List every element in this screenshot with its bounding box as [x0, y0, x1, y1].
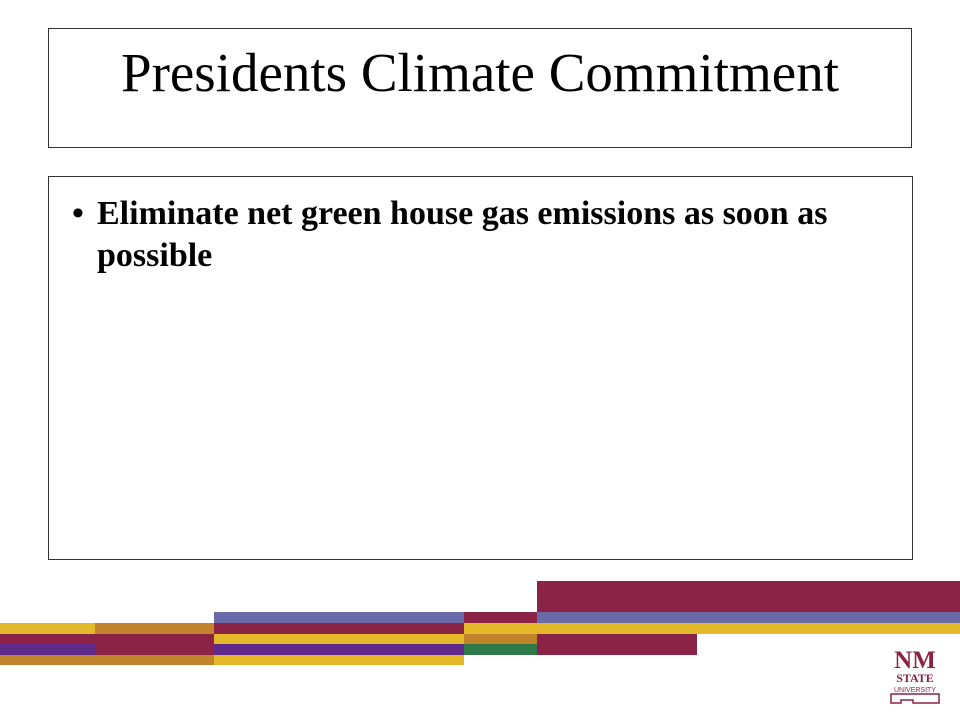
stripe	[214, 623, 464, 634]
stripe	[537, 612, 960, 623]
stripe	[537, 634, 697, 644]
stripe	[537, 644, 697, 655]
stripe	[214, 644, 464, 655]
slide-title: Presidents Climate Commitment	[120, 42, 839, 103]
stripe	[214, 612, 464, 623]
stripe	[95, 623, 214, 634]
stripe	[0, 623, 95, 634]
stripe	[464, 644, 537, 655]
title-placeholder: Presidents Climate Commitment	[48, 28, 912, 148]
svg-text:STATE: STATE	[896, 671, 934, 685]
stripe	[95, 634, 214, 644]
stripe	[0, 634, 95, 644]
svg-text:NM: NM	[894, 647, 936, 674]
stripe	[0, 655, 214, 665]
svg-text:UNIVERSITY: UNIVERSITY	[894, 687, 936, 694]
stripe	[464, 634, 537, 644]
stripe	[464, 623, 960, 634]
bullet-text: Eliminate net green house gas emissions …	[97, 195, 828, 274]
nmsu-logo: NM STATE UNIVERSITY	[890, 647, 940, 704]
bullet-dot-icon: •	[72, 195, 84, 232]
stripe	[214, 634, 464, 644]
stripe	[214, 655, 464, 665]
bullet-item: • Eliminate net green house gas emission…	[59, 193, 882, 277]
stripe	[0, 644, 95, 655]
stripe	[95, 644, 214, 655]
content-placeholder: • Eliminate net green house gas emission…	[48, 176, 913, 560]
stripe	[464, 612, 537, 623]
stripe	[537, 581, 960, 612]
